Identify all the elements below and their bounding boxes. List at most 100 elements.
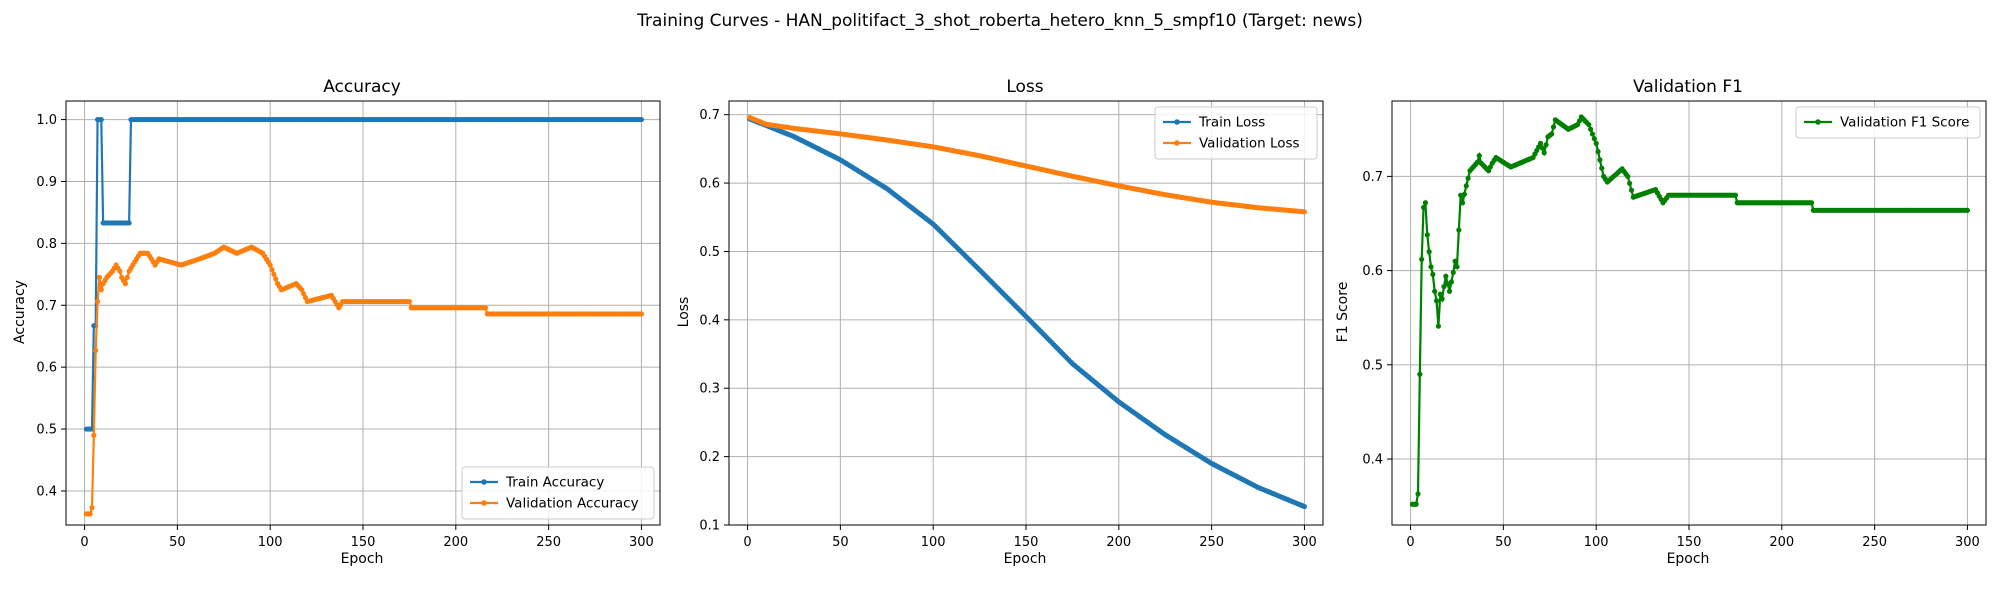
train-accuracy-line xyxy=(86,118,642,431)
validation-f1-score-point xyxy=(1625,173,1631,179)
validation-accuracy-point xyxy=(91,432,97,438)
validation-f1-legend-box xyxy=(1795,106,1981,139)
validation-f1-score-point xyxy=(1543,142,1549,148)
accuracy-xtick-label: 0 xyxy=(80,535,88,550)
loss-ytick-label: 0.6 xyxy=(699,177,720,192)
accuracy-ytick-label: 0.5 xyxy=(36,423,57,438)
validation-loss-legend-marker xyxy=(1174,140,1180,146)
loss-xtick-label: 0 xyxy=(743,535,751,550)
accuracy-title: Accuracy xyxy=(323,77,401,97)
loss-xtick-label: 50 xyxy=(832,535,849,550)
validation-f1-score-point xyxy=(1456,227,1462,233)
validation-f1-score-line xyxy=(1412,115,1968,506)
validation-f1-score-point xyxy=(1550,124,1557,130)
validation-f1-score-point xyxy=(1537,140,1544,146)
validation-f1-score-point xyxy=(1465,175,1471,181)
validation-f1-score-point xyxy=(1808,200,1815,206)
validation-accuracy-point xyxy=(89,505,95,511)
validation-accuracy-point xyxy=(94,298,101,305)
validation-accuracy-markers xyxy=(83,244,645,517)
validation-f1-ytick-label: 0.4 xyxy=(1362,453,1383,468)
loss-ytick-label: 0.4 xyxy=(699,313,720,328)
validation-f1-score-point xyxy=(1448,279,1454,285)
validation-f1-score-point xyxy=(1461,191,1467,197)
validation-loss-legend-label: Validation Loss xyxy=(1199,136,1300,152)
validation-accuracy-point xyxy=(96,274,103,281)
validation-accuracy-point xyxy=(122,281,128,287)
validation-f1-score-point xyxy=(1441,284,1447,290)
loss-xtick-label: 300 xyxy=(1292,535,1317,550)
loss-xtick-label: 100 xyxy=(921,535,946,550)
validation-f1-score-point xyxy=(1539,145,1545,151)
accuracy-xtick-label: 50 xyxy=(169,535,186,550)
validation-f1-score-point xyxy=(1446,288,1453,294)
validation-f1-ytick-label: 0.7 xyxy=(1362,170,1383,185)
validation-f1-legend: Validation F1 Score xyxy=(1795,106,1981,139)
validation-f1-score-point xyxy=(1476,153,1482,159)
accuracy-xtick-label: 200 xyxy=(443,535,468,550)
train-accuracy-point xyxy=(126,220,132,226)
train-loss-markers xyxy=(746,116,1308,510)
validation-f1-score-point xyxy=(1595,149,1601,155)
validation-f1-score-legend-label: Validation F1 Score xyxy=(1840,115,1969,131)
validation-accuracy-point xyxy=(302,295,309,301)
loss-panel: Loss Epoch Loss 0 50 100 150 200 250 300 0.1 0.2… xyxy=(676,77,1324,567)
f1-ylabel: F1 Score xyxy=(1335,282,1351,343)
validation-f1-xtick-label: 200 xyxy=(1769,535,1794,550)
validation-accuracy-point xyxy=(299,287,305,293)
validation-f1-score-point xyxy=(1413,501,1419,507)
validation-f1-score-point xyxy=(1541,150,1547,156)
accuracy-xtick-label: 150 xyxy=(351,535,376,550)
loss-xtick-label: 200 xyxy=(1106,535,1131,550)
train-accuracy-markers xyxy=(83,116,645,432)
validation-f1-score-point xyxy=(1732,192,1739,198)
loss-legend: Train Loss Validation Loss xyxy=(1154,106,1318,160)
accuracy-ytick-label: 0.6 xyxy=(36,361,57,376)
validation-f1-score-point xyxy=(1443,273,1449,279)
validation-f1-score-point xyxy=(1549,131,1555,137)
validation-loss-markers xyxy=(746,114,1308,215)
validation-accuracy-point xyxy=(271,271,277,277)
validation-f1-score-point xyxy=(1437,291,1443,297)
train-accuracy-legend-label: Train Accuracy xyxy=(505,475,604,491)
validation-accuracy-point xyxy=(124,274,130,281)
validation-f1-score-point xyxy=(1459,200,1466,206)
accuracy-xlabel: Epoch xyxy=(341,551,384,567)
validation-f1-xtick-label: 150 xyxy=(1677,535,1702,550)
loss-ytick-label: 0.2 xyxy=(699,450,720,465)
validation-f1-score-point xyxy=(1424,232,1430,238)
validation-f1-score-point xyxy=(1439,296,1445,302)
train-loss-legend-marker xyxy=(1174,119,1180,125)
validation-f1-score-point xyxy=(1419,256,1425,262)
validation-f1-score-point xyxy=(1597,157,1603,163)
accuracy-xtick-label: 250 xyxy=(536,535,561,550)
validation-f1-score-point xyxy=(1435,323,1442,329)
loss-xtick-label: 250 xyxy=(1199,535,1224,550)
validation-f1-xtick-label: 100 xyxy=(1584,535,1609,550)
validation-f1-score-point xyxy=(1588,126,1594,132)
validation-f1-score-point xyxy=(1463,183,1469,189)
validation-f1-xtick-label: 250 xyxy=(1862,535,1887,550)
loss-legend-box xyxy=(1154,106,1318,160)
validation-f1-score-point xyxy=(1417,371,1423,377)
validation-f1-score-legend-marker xyxy=(1815,119,1821,125)
accuracy-panel: Accuracy Epoch Accuracy 0 50 100 150 200 250 3… xyxy=(12,77,661,567)
f1-title: Validation F1 xyxy=(1633,77,1743,97)
train-loss-line xyxy=(749,117,1305,508)
validation-accuracy-point xyxy=(269,267,275,273)
loss-ylabel: Loss xyxy=(676,297,692,328)
validation-f1-score-point xyxy=(1430,271,1436,277)
validation-f1-ytick-label: 0.5 xyxy=(1362,358,1383,373)
validation-f1-xtick-label: 300 xyxy=(1955,535,1980,550)
accuracy-ylabel: Accuracy xyxy=(12,280,28,344)
validation-f1-score-point xyxy=(1452,258,1458,264)
validation-f1-score-point xyxy=(1415,491,1421,497)
validation-f1-score-point xyxy=(1426,249,1432,255)
accuracy-ytick-label: 1.0 xyxy=(36,113,57,128)
loss-xtick-label: 150 xyxy=(1014,535,1039,550)
validation-f1-score-point xyxy=(1420,204,1427,211)
validation-f1-score-point xyxy=(1591,136,1597,142)
validation-loss-point xyxy=(1301,209,1308,215)
f1-xlabel: Epoch xyxy=(1667,551,1710,567)
